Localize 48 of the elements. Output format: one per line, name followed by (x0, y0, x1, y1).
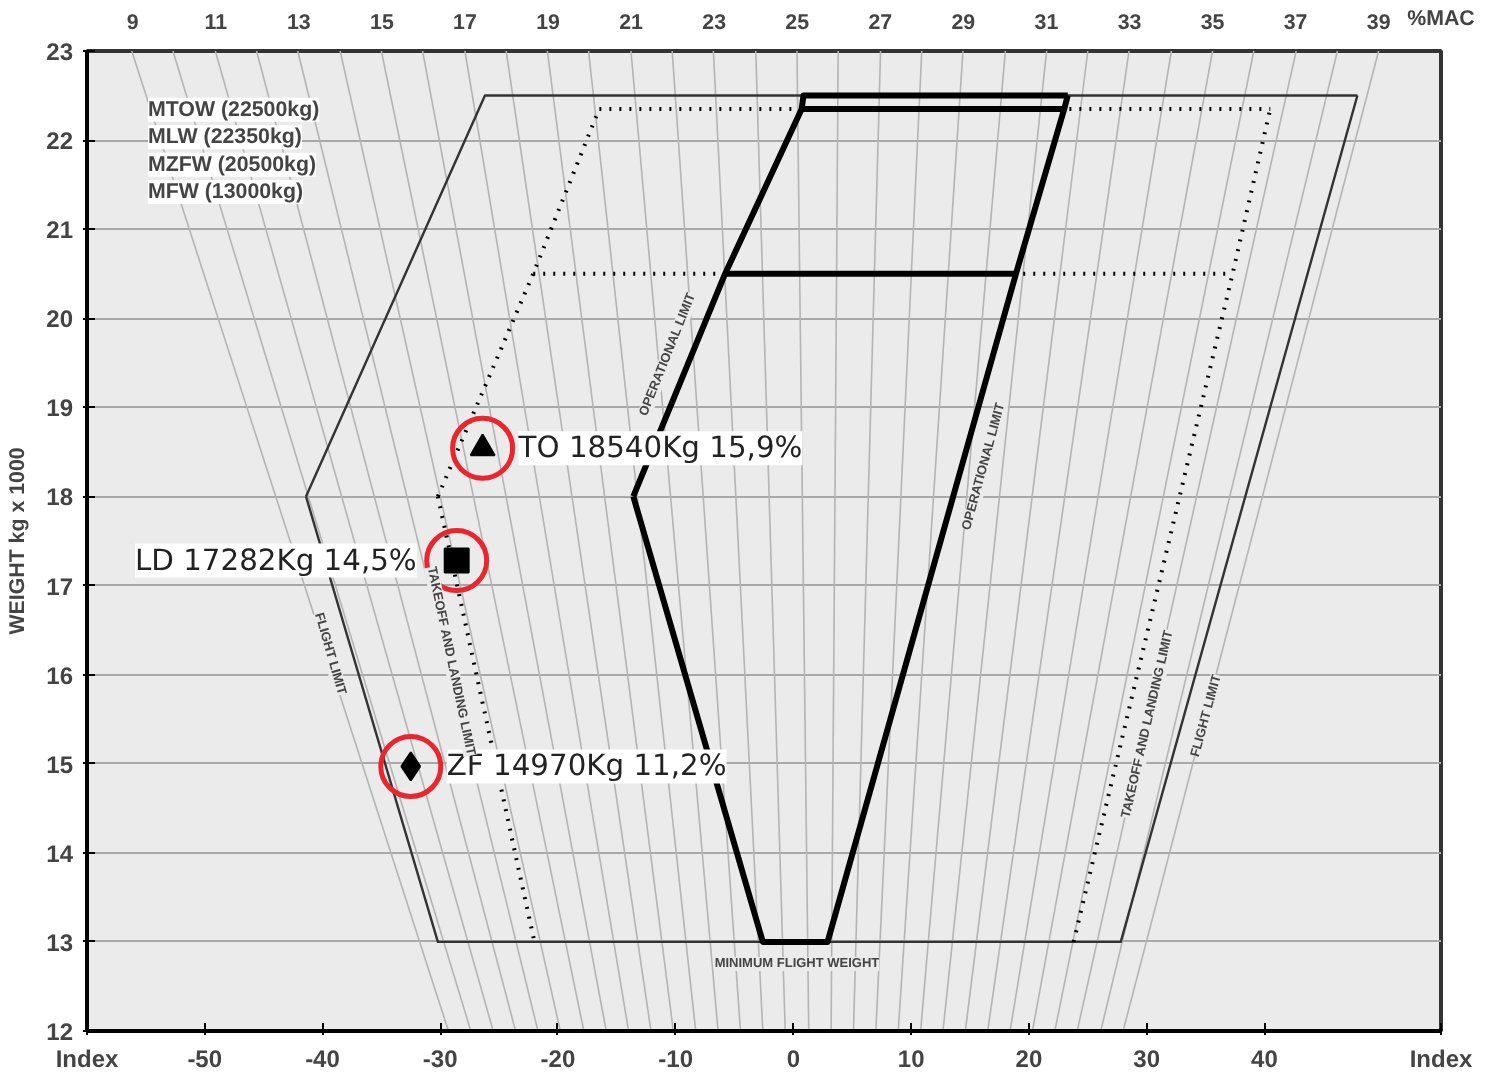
x-tick-label: -40 (305, 1045, 341, 1073)
x-tick-label: 10 (897, 1045, 926, 1073)
x2-tick-label: 27 (868, 11, 893, 35)
x2-tick-label: 33 (1117, 11, 1142, 35)
annotation: MTOW (22500kg) (147, 97, 321, 122)
annotation: MLW (22350kg) (147, 125, 303, 150)
annotation: MZFW (20500kg) (147, 152, 317, 177)
x-tick-label: -10 (658, 1045, 694, 1073)
annotation: TO 18540Kg 15,9% (516, 431, 803, 466)
x2-tick-label: 39 (1366, 11, 1391, 35)
x-tick-label: 20 (1015, 1045, 1043, 1073)
annotation: LD 17282Kg 14,5% (134, 543, 417, 578)
x2-tick-label: 13 (286, 11, 311, 35)
y-axis-title: WEIGHT kg x 1000 (6, 447, 31, 635)
x-tick-label: Index (1409, 1045, 1473, 1073)
x-tick-label: -30 (422, 1045, 459, 1073)
x-tick-label: -50 (187, 1045, 223, 1073)
y-tick-label: 12 (46, 1018, 74, 1046)
x2-axis-title: %MAC (1407, 7, 1476, 31)
x2-tick-label: 37 (1283, 11, 1308, 35)
x-tick-label: Index (55, 1045, 119, 1073)
y-tick-label: 19 (46, 394, 74, 423)
x2-tick-label: 11 (204, 11, 228, 35)
y-tick-label: 16 (46, 661, 74, 690)
y-tick-label: 18 (46, 483, 74, 512)
y-tick-label: 21 (46, 216, 74, 245)
x2-tick-label: 35 (1200, 11, 1225, 35)
x2-tick-label: 17 (453, 11, 477, 35)
y-tick-label: 15 (46, 750, 74, 779)
x2-tick-label: 9 (126, 11, 139, 35)
y-tick-label: 17 (46, 572, 74, 601)
x2-tick-label: 31 (1034, 11, 1059, 35)
x-tick-label: 0 (786, 1045, 801, 1073)
x2-tick-label: 29 (951, 11, 976, 35)
x2-tick-label: 23 (702, 11, 727, 35)
y-tick-label: 13 (46, 928, 74, 957)
x-tick-label: -20 (540, 1045, 576, 1073)
x-tick-label: 40 (1251, 1045, 1279, 1073)
annotation: MFW (13000kg) (147, 180, 304, 205)
x2-tick-label: 19 (536, 11, 561, 35)
y-tick-label: 23 (46, 38, 74, 66)
x2-tick-label: 25 (785, 11, 810, 35)
x-tick-label: 30 (1133, 1045, 1161, 1073)
y-tick-label: 22 (46, 127, 74, 156)
y-tick-label: 14 (46, 839, 74, 868)
x2-tick-label: 15 (370, 11, 394, 35)
x2-tick-label: 21 (619, 11, 644, 35)
y-tick-label: 20 (46, 305, 74, 334)
